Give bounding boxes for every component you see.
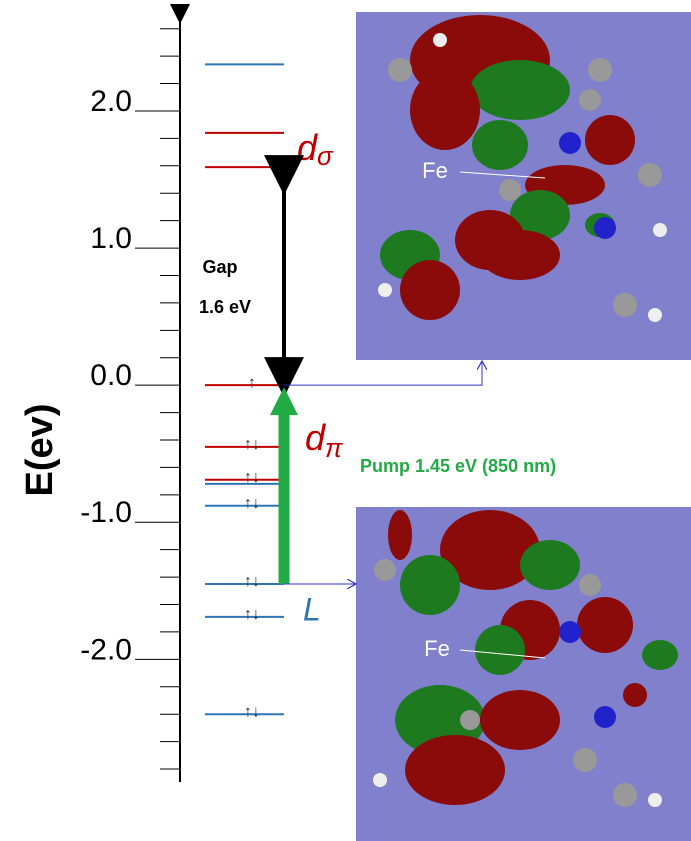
fe-label: Fe <box>422 158 448 183</box>
fe-label: Fe <box>424 636 450 661</box>
connector <box>284 362 482 386</box>
gap-label: Gap <box>202 257 237 277</box>
y-tick-label: -2.0 <box>80 633 132 666</box>
electron-spin: ↑↓ <box>244 469 260 486</box>
y-tick-label: 1.0 <box>90 222 132 255</box>
y-axis-label: E(ev) <box>19 404 61 497</box>
y-tick-label: 0.0 <box>90 359 132 392</box>
electron-spin: ↑↓ <box>244 606 260 623</box>
ligand-label: L <box>303 591 321 627</box>
y-tick-label: -1.0 <box>80 496 132 529</box>
electron-spin: ↑ <box>248 374 256 391</box>
electron-spin: ↑↓ <box>244 573 260 590</box>
d-sigma-label: dσ <box>297 127 334 171</box>
electron-spin: ↑↓ <box>244 703 260 720</box>
d-pi-label: dπ <box>305 417 343 463</box>
orbital-image-top <box>356 12 691 360</box>
gap-label: 1.6 eV <box>199 297 251 317</box>
electron-spin: ↑↓ <box>244 495 260 512</box>
electron-spin: ↑↓ <box>244 436 260 453</box>
pump-label: Pump 1.45 eV (850 nm) <box>360 456 556 476</box>
pump-arrowhead <box>270 387 298 416</box>
orbital-image-bottom <box>356 507 691 841</box>
y-tick-label: 2.0 <box>90 85 132 118</box>
